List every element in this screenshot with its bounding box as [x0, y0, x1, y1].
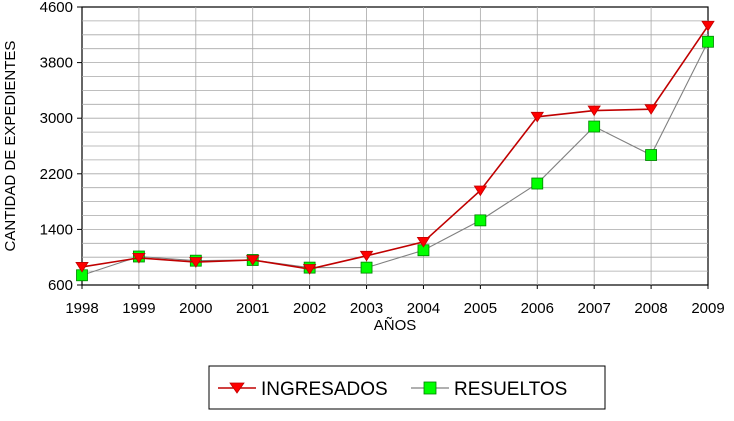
- y-tick-label: 4600: [40, 0, 73, 16]
- x-tick-label: 1998: [65, 300, 98, 317]
- legend-label-ingresados: INGRESADOS: [261, 379, 388, 400]
- data-point-ingresados: [132, 252, 146, 264]
- data-point-ingresados: [246, 255, 260, 266]
- data-point-resueltos: [702, 35, 714, 48]
- data-point-ingresados: [473, 185, 488, 197]
- legend-label-resueltos: RESUELTOS: [454, 379, 567, 400]
- data-point-ingresados: [530, 111, 544, 123]
- y-tick-label: 600: [48, 277, 73, 294]
- y-axis-ticks: 600 1400 2200 3000 3800 4600: [40, 0, 82, 294]
- x-tick-label: 2005: [464, 300, 497, 317]
- y-tick-label: 1400: [40, 221, 73, 238]
- x-tick-label: 2009: [691, 300, 724, 317]
- y-tick-label: 3800: [40, 55, 73, 72]
- series-line-ingresados: [81, 25, 709, 270]
- x-tick-label: 2006: [521, 300, 554, 317]
- y-axis-title: CANTIDAD DE EXPEDIENTES: [2, 41, 19, 252]
- x-tick-label: 2001: [236, 300, 269, 317]
- x-tick-label: 1999: [122, 300, 155, 317]
- data-point-resueltos: [588, 120, 601, 133]
- series-ingresados: [75, 20, 715, 275]
- x-tick-label: 2002: [293, 300, 326, 317]
- data-point-resueltos: [474, 214, 487, 227]
- data-point-ingresados: [359, 250, 374, 262]
- data-point-resueltos: [360, 261, 373, 274]
- x-tick-label: 2004: [407, 300, 440, 317]
- y-tick-label: 2200: [40, 166, 73, 183]
- data-point-resueltos: [645, 149, 657, 161]
- grid: [82, 7, 708, 285]
- legend-marker-resueltos: [423, 381, 437, 395]
- data-point-ingresados: [587, 105, 601, 117]
- x-tick-label: 2008: [634, 300, 667, 317]
- data-point-ingresados: [416, 237, 431, 248]
- data-point-resueltos: [531, 177, 544, 190]
- legend: INGRESADOS RESUELTOS: [208, 365, 606, 410]
- x-axis-ticks: 1998 1999 2000 2001 2002 2003 2004 2005 2006 2007…: [65, 285, 725, 317]
- legend-marker-ingresados: [229, 382, 245, 394]
- data-point-ingresados: [75, 262, 89, 273]
- x-axis-title: AÑOS: [374, 317, 417, 334]
- series-line-resueltos: [81, 41, 709, 276]
- x-tick-label: 2003: [350, 300, 383, 317]
- x-tick-label: 2007: [577, 300, 610, 317]
- data-point-ingresados: [302, 264, 317, 275]
- x-tick-label: 2000: [179, 300, 212, 317]
- legend-box: [208, 365, 606, 410]
- data-point-ingresados: [701, 20, 715, 32]
- data-point-ingresados: [189, 257, 203, 268]
- data-point-ingresados: [644, 104, 658, 115]
- y-tick-label: 3000: [40, 110, 73, 127]
- series-layer: [75, 20, 715, 282]
